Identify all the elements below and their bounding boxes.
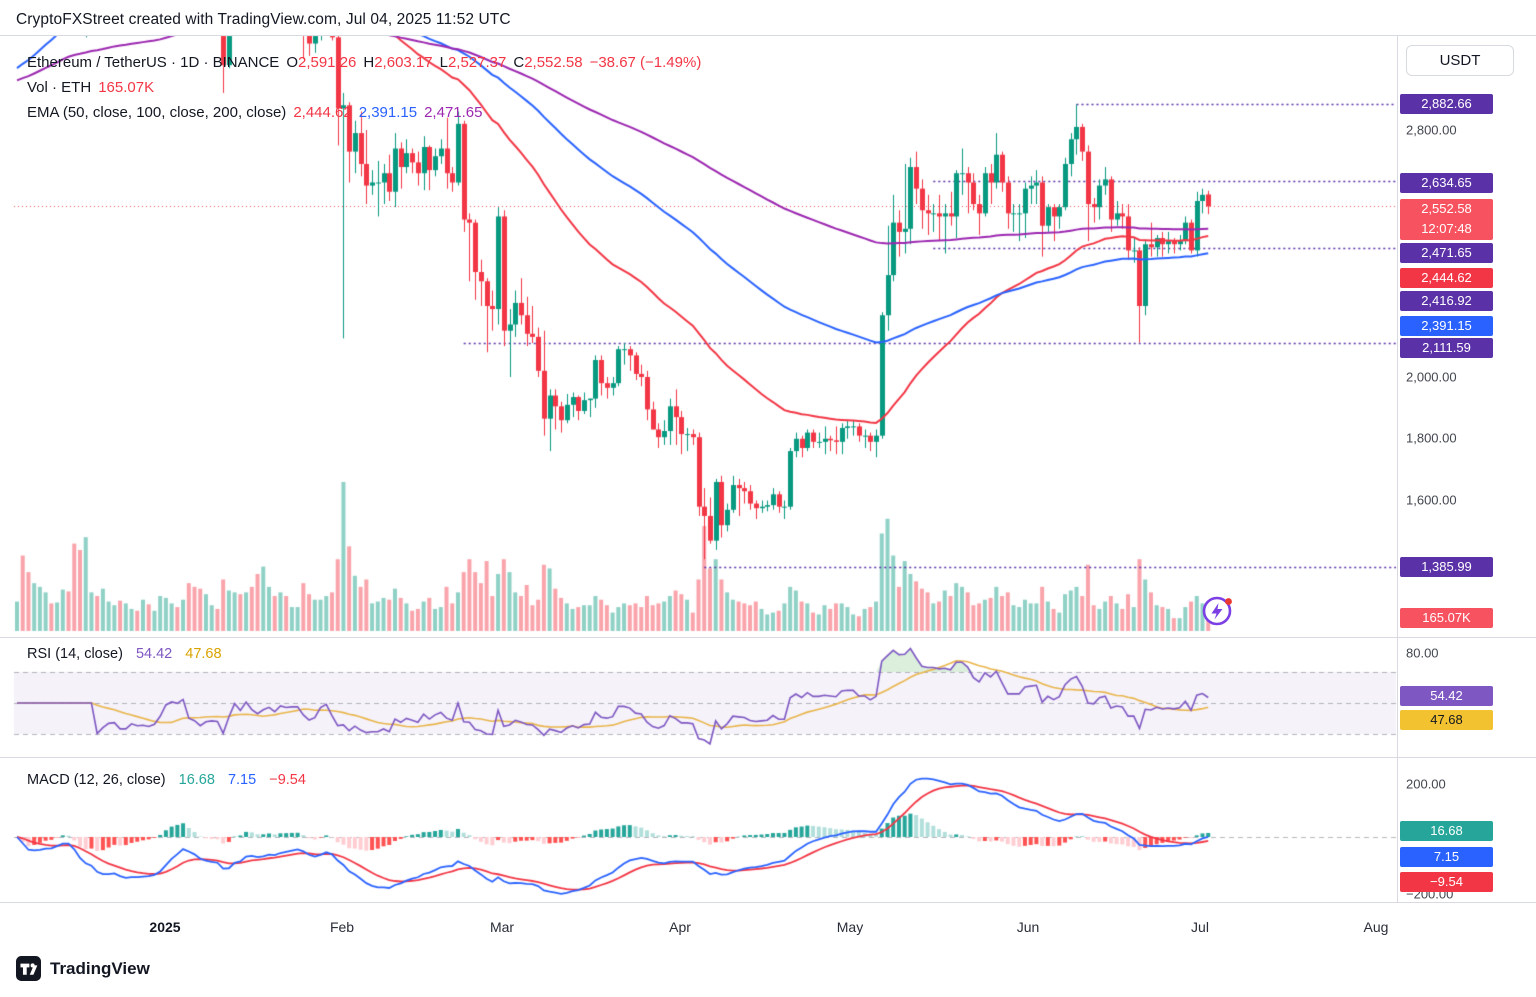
time-axis-label-feb[interactable]: Feb (329, 919, 355, 935)
tradingview-logo-text: TradingView (50, 958, 150, 978)
price-axis-label: 200.00 (1406, 776, 1446, 792)
close-label: C (513, 54, 525, 71)
ohlc-low: L2,527.37 (440, 54, 507, 71)
time-axis-label-jun[interactable]: Jun (1016, 919, 1040, 935)
price-axis-badge: 165.07K (1400, 608, 1493, 628)
price-axis-label: 2,800.00 (1406, 122, 1457, 138)
current-price-badge: 2,552.58 12:07:48 (1400, 199, 1493, 240)
publisher-watermark-icon (1200, 592, 1236, 633)
volume-label: Vol · ETH (27, 79, 92, 96)
price-axis-badge: 2,444.62 (1400, 268, 1493, 288)
main-legend: Ethereum / TetherUS · 1D · BINANCE O2,59… (27, 50, 701, 125)
rsi-value: 54.42 (135, 646, 173, 662)
macd-hist-value: 16.68 (178, 772, 215, 788)
close-value: 2,552.58 (524, 54, 583, 71)
open-value: 2,591.26 (297, 54, 357, 71)
price-axis-badge: 2,416.92 (1400, 291, 1493, 311)
rsi-panel-separator[interactable] (0, 637, 1536, 638)
price-axis-label: 80.00 (1406, 645, 1439, 661)
symbol-legend-row[interactable]: Ethereum / TetherUS · 1D · BINANCE O2,59… (27, 50, 701, 75)
price-axis-badge: 1,385.99 (1400, 557, 1493, 577)
price-axis-badge: 7.15 (1400, 847, 1493, 867)
header-separator (0, 35, 1536, 36)
price-axis-separator (1397, 35, 1398, 902)
price-axis-label: 2,000.00 (1406, 369, 1457, 385)
price-axis-badge: 54.42 (1400, 686, 1493, 706)
symbol-title: Ethereum / TetherUS · 1D · BINANCE (27, 54, 280, 71)
change-value: −38.67 (−1.49%) (589, 54, 702, 71)
volume-value: 165.07K (98, 79, 155, 96)
price-axis-badge: 2,391.15 (1400, 316, 1493, 336)
ohlc-open: O2,591.26 (286, 54, 356, 71)
ema-label: EMA (50, close, 100, close, 200, close) (27, 104, 287, 121)
macd-legend-row[interactable]: MACD (12, 26, close) 16.68 7.15 −9.54 (27, 772, 315, 788)
price-axis-badge: −9.54 (1400, 872, 1493, 892)
ema200-value: 2,471.65 (424, 104, 483, 121)
price-axis-badge: 16.68 (1400, 821, 1493, 841)
time-axis-separator (0, 902, 1536, 903)
ohlc-high: H2,603.17 (363, 54, 432, 71)
tradingview-branding[interactable]: TradingView (16, 956, 150, 981)
ema100-value: 2,391.15 (358, 104, 418, 121)
time-axis-label-jul[interactable]: Jul (1191, 919, 1209, 935)
time-axis-label-mar[interactable]: Mar (489, 919, 515, 935)
time-axis-label-aug[interactable]: Aug (1363, 919, 1389, 935)
price-axis-label: 1,600.00 (1406, 492, 1457, 508)
time-axis-label-2025[interactable]: 2025 (149, 919, 181, 935)
low-value: 2,527.37 (447, 54, 507, 71)
chart-attribution-header: CryptoFXStreet created with TradingView.… (16, 11, 511, 28)
price-axis-badge: 2,111.59 (1400, 338, 1493, 358)
high-label: H (363, 54, 375, 71)
currency-toggle-button[interactable]: USDT (1406, 45, 1514, 76)
volume-legend-row[interactable]: Vol · ETH 165.07K (27, 75, 701, 100)
macd-signal-value: −9.54 (269, 772, 306, 788)
price-axis-badge: 2,634.65 (1400, 173, 1493, 193)
high-value: 2,603.17 (374, 54, 433, 71)
bar-countdown-timer: 12:07:48 (1421, 221, 1472, 236)
tradingview-logo-icon (16, 956, 41, 981)
ema-legend-row[interactable]: EMA (50, close, 100, close, 200, close) … (27, 100, 701, 125)
price-axis-badge: 47.68 (1400, 710, 1493, 730)
open-label: O (286, 54, 298, 71)
macd-line-value: 7.15 (227, 772, 257, 788)
time-axis-label-may[interactable]: May (836, 919, 864, 935)
price-axis-badge: 2,882.66 (1400, 94, 1493, 114)
macd-panel-separator[interactable] (0, 757, 1536, 758)
macd-label: MACD (12, 26, close) (27, 772, 166, 788)
low-label: L (439, 54, 448, 71)
price-axis-label: 1,800.00 (1406, 430, 1457, 446)
rsi-label: RSI (14, close) (27, 646, 123, 662)
ohlc-close: C2,552.58 (513, 54, 582, 71)
time-axis-label-apr[interactable]: Apr (669, 919, 691, 935)
rsi-ma-value: 47.68 (185, 646, 222, 662)
price-axis-badge: 2,471.65 (1400, 243, 1493, 263)
current-price-value: 2,552.58 (1421, 201, 1472, 216)
ema50-value: 2,444.62 (293, 104, 352, 121)
rsi-legend-row[interactable]: RSI (14, close) 54.42 47.68 (27, 646, 231, 662)
